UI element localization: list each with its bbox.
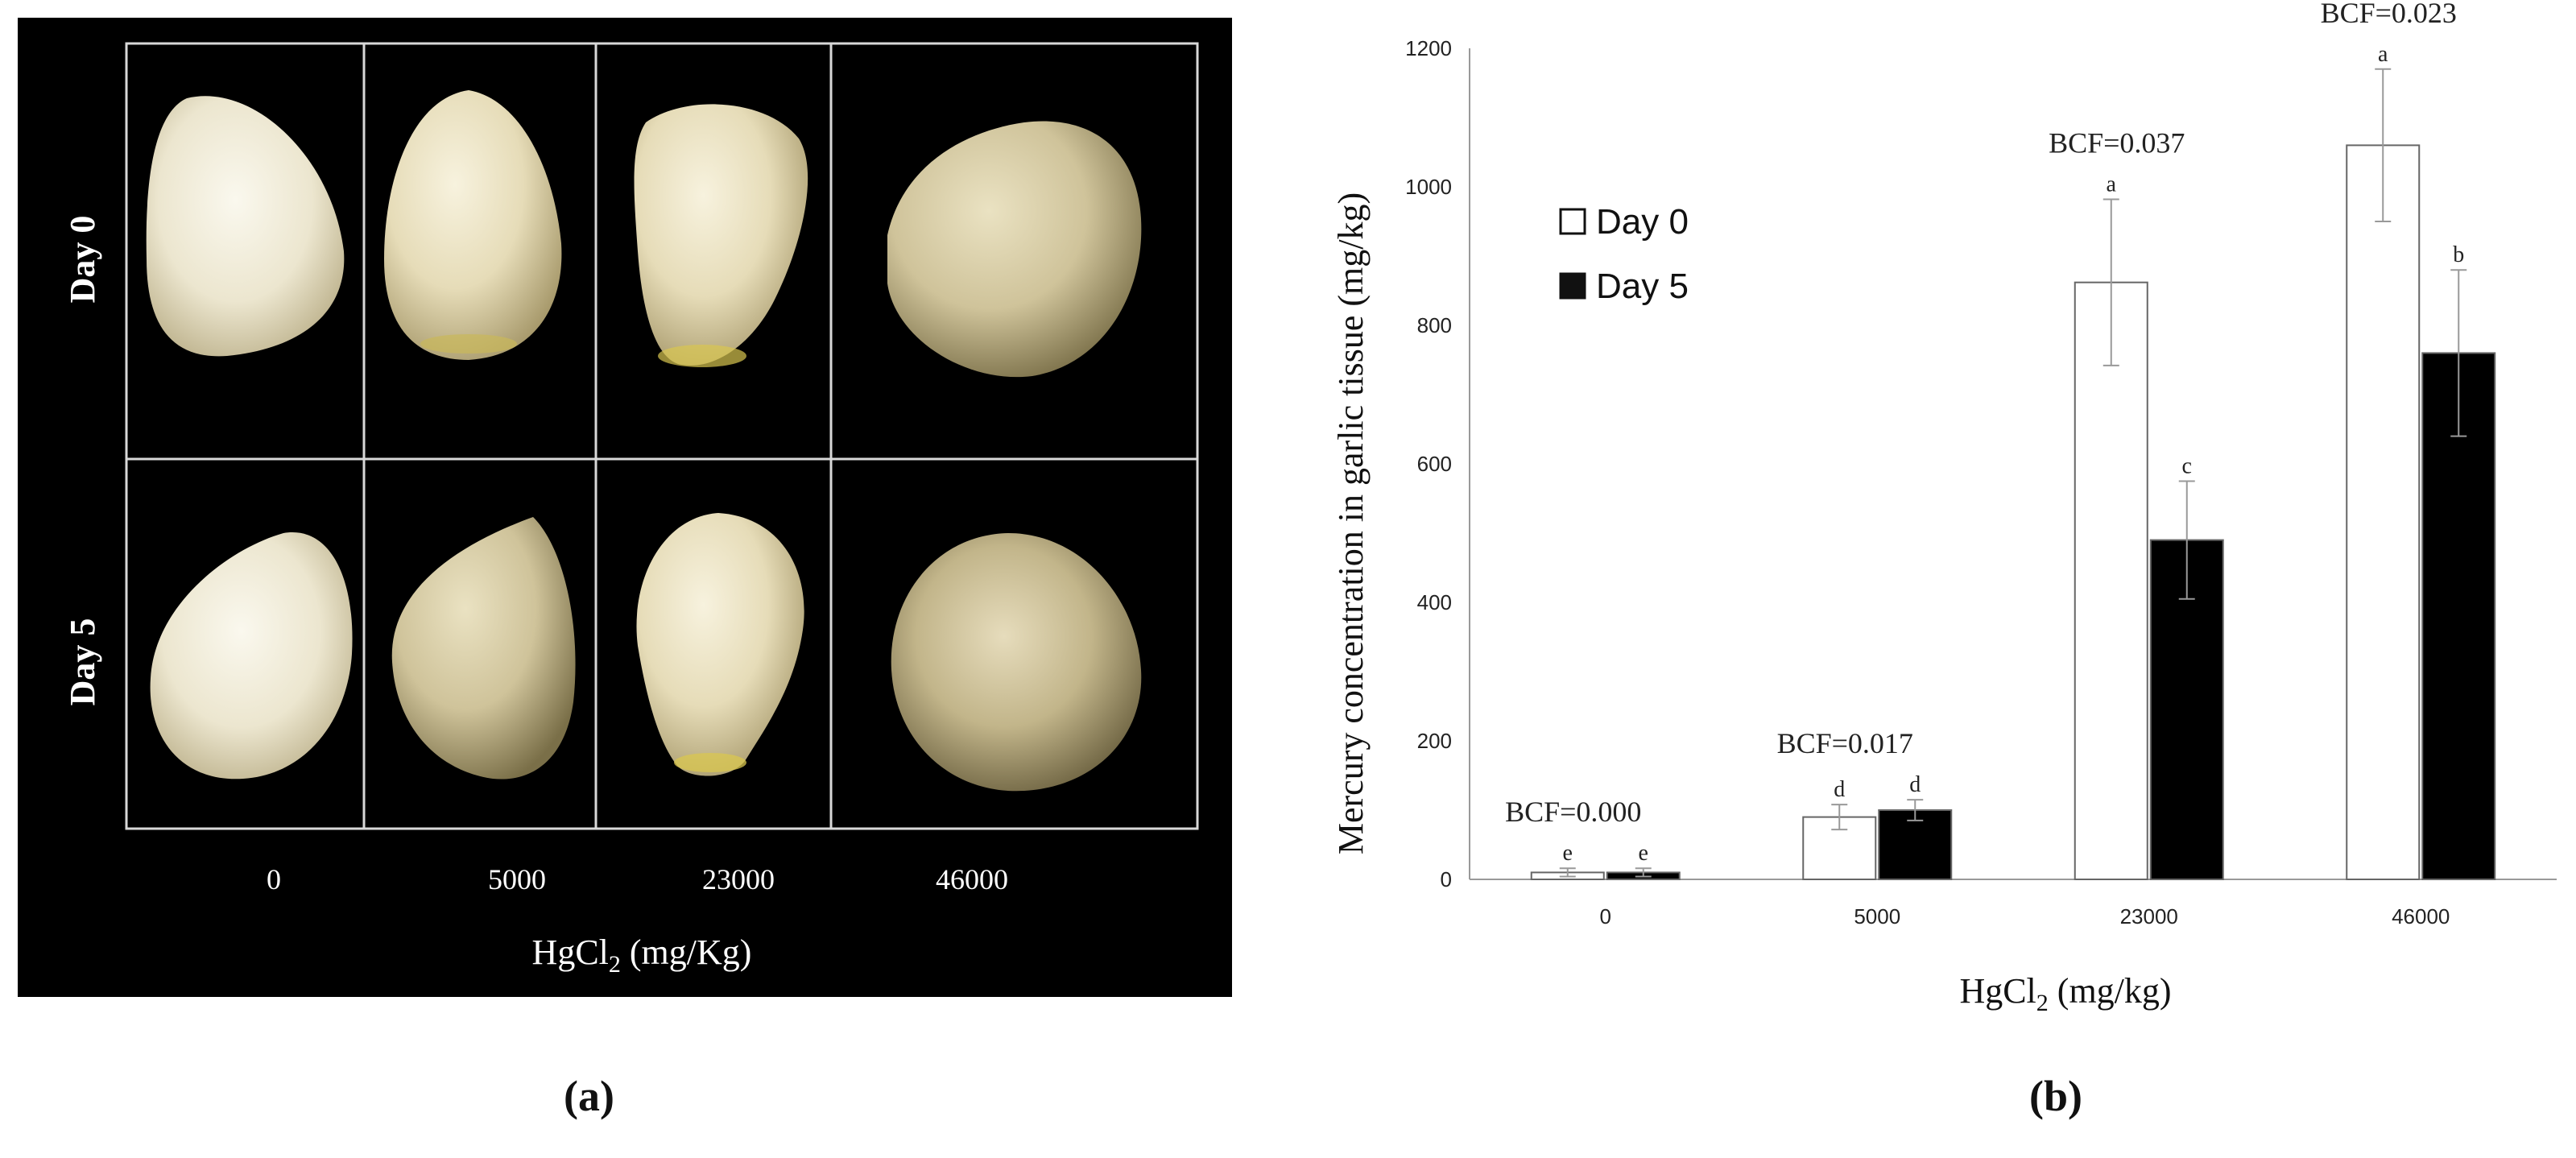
column-label-0: 0 [267,863,281,895]
legend-label-day0: Day 0 [1596,202,1689,242]
bcf-annotation: BCF=0.017 [1777,727,1913,759]
photo-panel: Day 0 Day 5 0 [18,18,1232,997]
row-label-day0: Day 0 [63,216,102,304]
significance-letters: e e d d a c a b [1563,42,2465,866]
garlic-clove-day0-23000 [634,104,808,367]
significance-letter: a [2378,42,2388,67]
garlic-clove-day5-23000 [636,513,804,776]
y-axis-label: Mercury concentration in garlic tissue (… [1331,192,1371,854]
x-axis-label: HgCl2 (mg/kg) [1959,971,2171,1016]
panel-a-xlabel-unit: (mg/Kg) [621,933,752,972]
column-label-23000: 23000 [702,863,775,895]
x-tick-label: 46000 [2392,904,2450,928]
x-tick-label: 5000 [1854,904,1900,928]
legend-swatch-day0 [1559,208,1586,235]
y-tick-labels: 0 200 400 600 800 1000 1200 [1405,36,1452,891]
y-tick-label: 600 [1417,452,1452,476]
y-tick-label: 800 [1417,313,1452,337]
x-tick-labels: 0 5000 23000 46000 [1600,904,2450,928]
x-tick-label: 23000 [2120,904,2178,928]
garlic-clove-day5-5000 [391,517,576,780]
legend-swatch-day5 [1559,272,1586,300]
bcf-annotation: BCF=0.000 [1505,796,1641,828]
garlic-clove-day0-0 [146,96,345,357]
y-tick-label: 1200 [1405,36,1452,60]
bcf-annotations: BCF=0.000 BCF=0.017 BCF=0.037 BCF=0.023 [1505,0,2457,828]
bcf-annotation: BCF=0.023 [2321,0,2457,29]
column-label-46000: 46000 [936,863,1008,895]
panel-a-xlabel: HgCl2 (mg/Kg) [532,933,752,978]
bar [2346,144,2421,880]
error-bars [1559,68,2467,878]
bar [2074,281,2148,880]
x-axis-label-main: HgCl [1959,971,2036,1011]
y-tick-label: 200 [1417,729,1452,753]
y-tick-label: 400 [1417,590,1452,614]
x-axis-label-unit: (mg/kg) [2049,971,2172,1011]
bcf-annotation: BCF=0.037 [2049,126,2185,159]
panel-b-caption: (b) [2029,1072,2082,1120]
panel-a-xlabel-sub: 2 [609,951,621,978]
bar-chart-panel: 0 200 400 600 800 1000 1200 e e d d a c a b BCF=0.000… [1305,0,2576,1047]
x-tick-label: 0 [1600,904,1611,928]
legend: Day 0 Day 5 [1559,202,1689,306]
garlic-clove-day0-46000 [887,121,1142,378]
photo-grid: Day 0 Day 5 0 [63,42,1199,978]
x-axis-label-sub: 2 [2036,990,2049,1016]
row-label-day5: Day 5 [63,618,102,706]
significance-letter: e [1639,841,1648,866]
significance-letter: b [2453,242,2464,267]
column-label-5000: 5000 [488,863,546,895]
y-tick-label: 0 [1441,867,1452,891]
bar-chart: 0 200 400 600 800 1000 1200 e e d d a c a b BCF=0.000… [1331,0,2557,1016]
grid-frame [125,42,1199,830]
bar [1878,809,1953,880]
bar [2421,352,2496,880]
significance-letter: a [2107,172,2117,196]
significance-letter: e [1563,841,1573,866]
garlic-clove-day5-0 [150,532,353,780]
significance-letter: d [1834,777,1845,802]
legend-label-day5: Day 5 [1596,267,1689,306]
significance-letter: d [1909,772,1921,797]
bars [1530,144,2496,881]
significance-letter: c [2182,454,2192,479]
panel-a-xlabel-main: HgCl [532,933,609,972]
panel-a-caption: (a) [564,1072,614,1120]
garlic-clove-day0-5000 [384,90,562,360]
y-tick-label: 1000 [1405,175,1452,199]
garlic-clove-day5-46000 [891,533,1142,792]
